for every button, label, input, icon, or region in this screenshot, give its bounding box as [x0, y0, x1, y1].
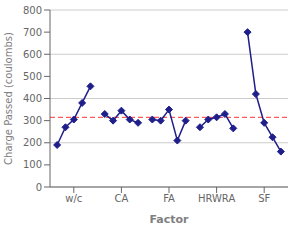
svg-text:FA: FA [163, 193, 175, 204]
svg-text:w/c: w/c [65, 193, 82, 204]
svg-text:500: 500 [23, 71, 42, 82]
svg-text:400: 400 [23, 93, 42, 104]
svg-text:Factor: Factor [149, 213, 189, 226]
svg-text:100: 100 [23, 159, 42, 170]
svg-text:600: 600 [23, 49, 42, 60]
svg-text:HRWRA: HRWRA [198, 193, 235, 204]
svg-text:200: 200 [23, 137, 42, 148]
svg-text:700: 700 [23, 27, 42, 38]
svg-text:SF: SF [258, 193, 270, 204]
svg-text:Charge Passed (coulombs): Charge Passed (coulombs) [3, 32, 14, 165]
svg-text:0: 0 [36, 182, 42, 193]
svg-text:CA: CA [114, 193, 128, 204]
svg-text:300: 300 [23, 115, 42, 126]
svg-text:800: 800 [23, 5, 42, 16]
